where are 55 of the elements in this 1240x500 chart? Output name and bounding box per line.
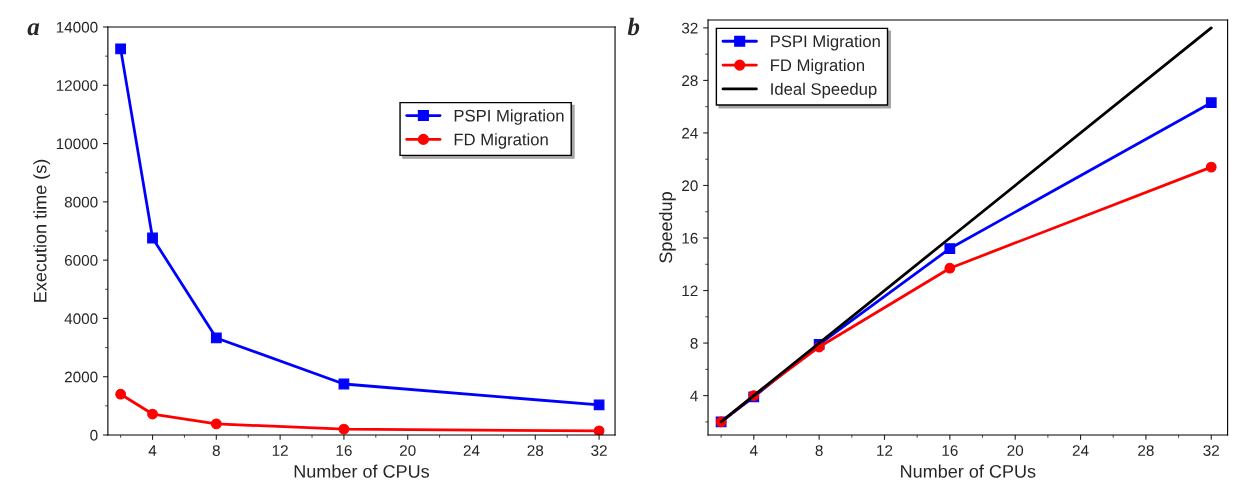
y-tick-label: 4000 [64,313,98,325]
point [944,262,956,274]
x-axis-title: Number of CPUs [901,464,1036,478]
x-tick-label: 32 [591,445,607,456]
y-tick-label: 2000 [64,371,98,383]
x-tick-label: 20 [399,445,416,456]
y-tick-label: 12 [682,285,698,297]
legend-label: Ideal Speedup [771,82,877,99]
y-tick-label: 32 [681,22,698,34]
y-tick-label: 12000 [56,80,98,91]
y-tick-label: 20 [682,180,698,192]
point [210,332,222,344]
x-tick-label: 28 [1138,445,1154,456]
x-tick-label: 28 [527,445,544,456]
x-tick-label: 20 [1007,445,1024,456]
x-axis-title: Number of CPUs [294,464,430,478]
point [147,408,158,420]
x-tick-label: 12 [877,445,893,456]
y-tick-label: 4 [690,390,698,402]
y-axis-title: Execution time (s) [33,159,51,302]
y-tick-label: 8000 [64,196,98,208]
y-tick-label: 8 [690,337,698,349]
x-tick-label: 4 [749,445,758,456]
y-tick-label: 16 [682,232,698,244]
y-tick-label: 14000 [56,21,98,33]
legend-label: FD Migration [771,58,865,75]
x-tick-label: 16 [942,445,958,456]
y-tick-label: 10000 [56,138,98,150]
point [115,388,127,400]
text: a [27,23,40,36]
x-tick-label: 4 [148,445,157,456]
x-tick-label: 8 [212,445,220,456]
x-tick-label: 24 [1072,445,1089,456]
point [147,232,158,244]
point [210,418,222,430]
y-tick-label: 0 [90,429,98,441]
point [944,243,956,254]
point [115,43,127,55]
x-tick-label: 16 [336,445,352,456]
x-tick-label: 24 [463,445,480,456]
legend-label: FD Migration [454,133,548,149]
point [338,423,350,435]
x-tick-label: 12 [272,445,288,456]
y-tick-label: 24 [682,127,698,139]
x-tick-label: 8 [815,445,823,456]
x-tick-label: 32 [1203,445,1219,456]
point [1205,97,1217,109]
y-tick-label: 6000 [64,255,98,266]
y-tick-label: 28 [682,75,698,87]
legend-label: PSPI Migration [771,35,880,51]
legend-label: PSPI Migration [454,109,564,125]
text: b [627,17,640,36]
y-axis-title: Speedup [658,192,676,263]
point [1205,161,1217,173]
point [593,425,605,435]
